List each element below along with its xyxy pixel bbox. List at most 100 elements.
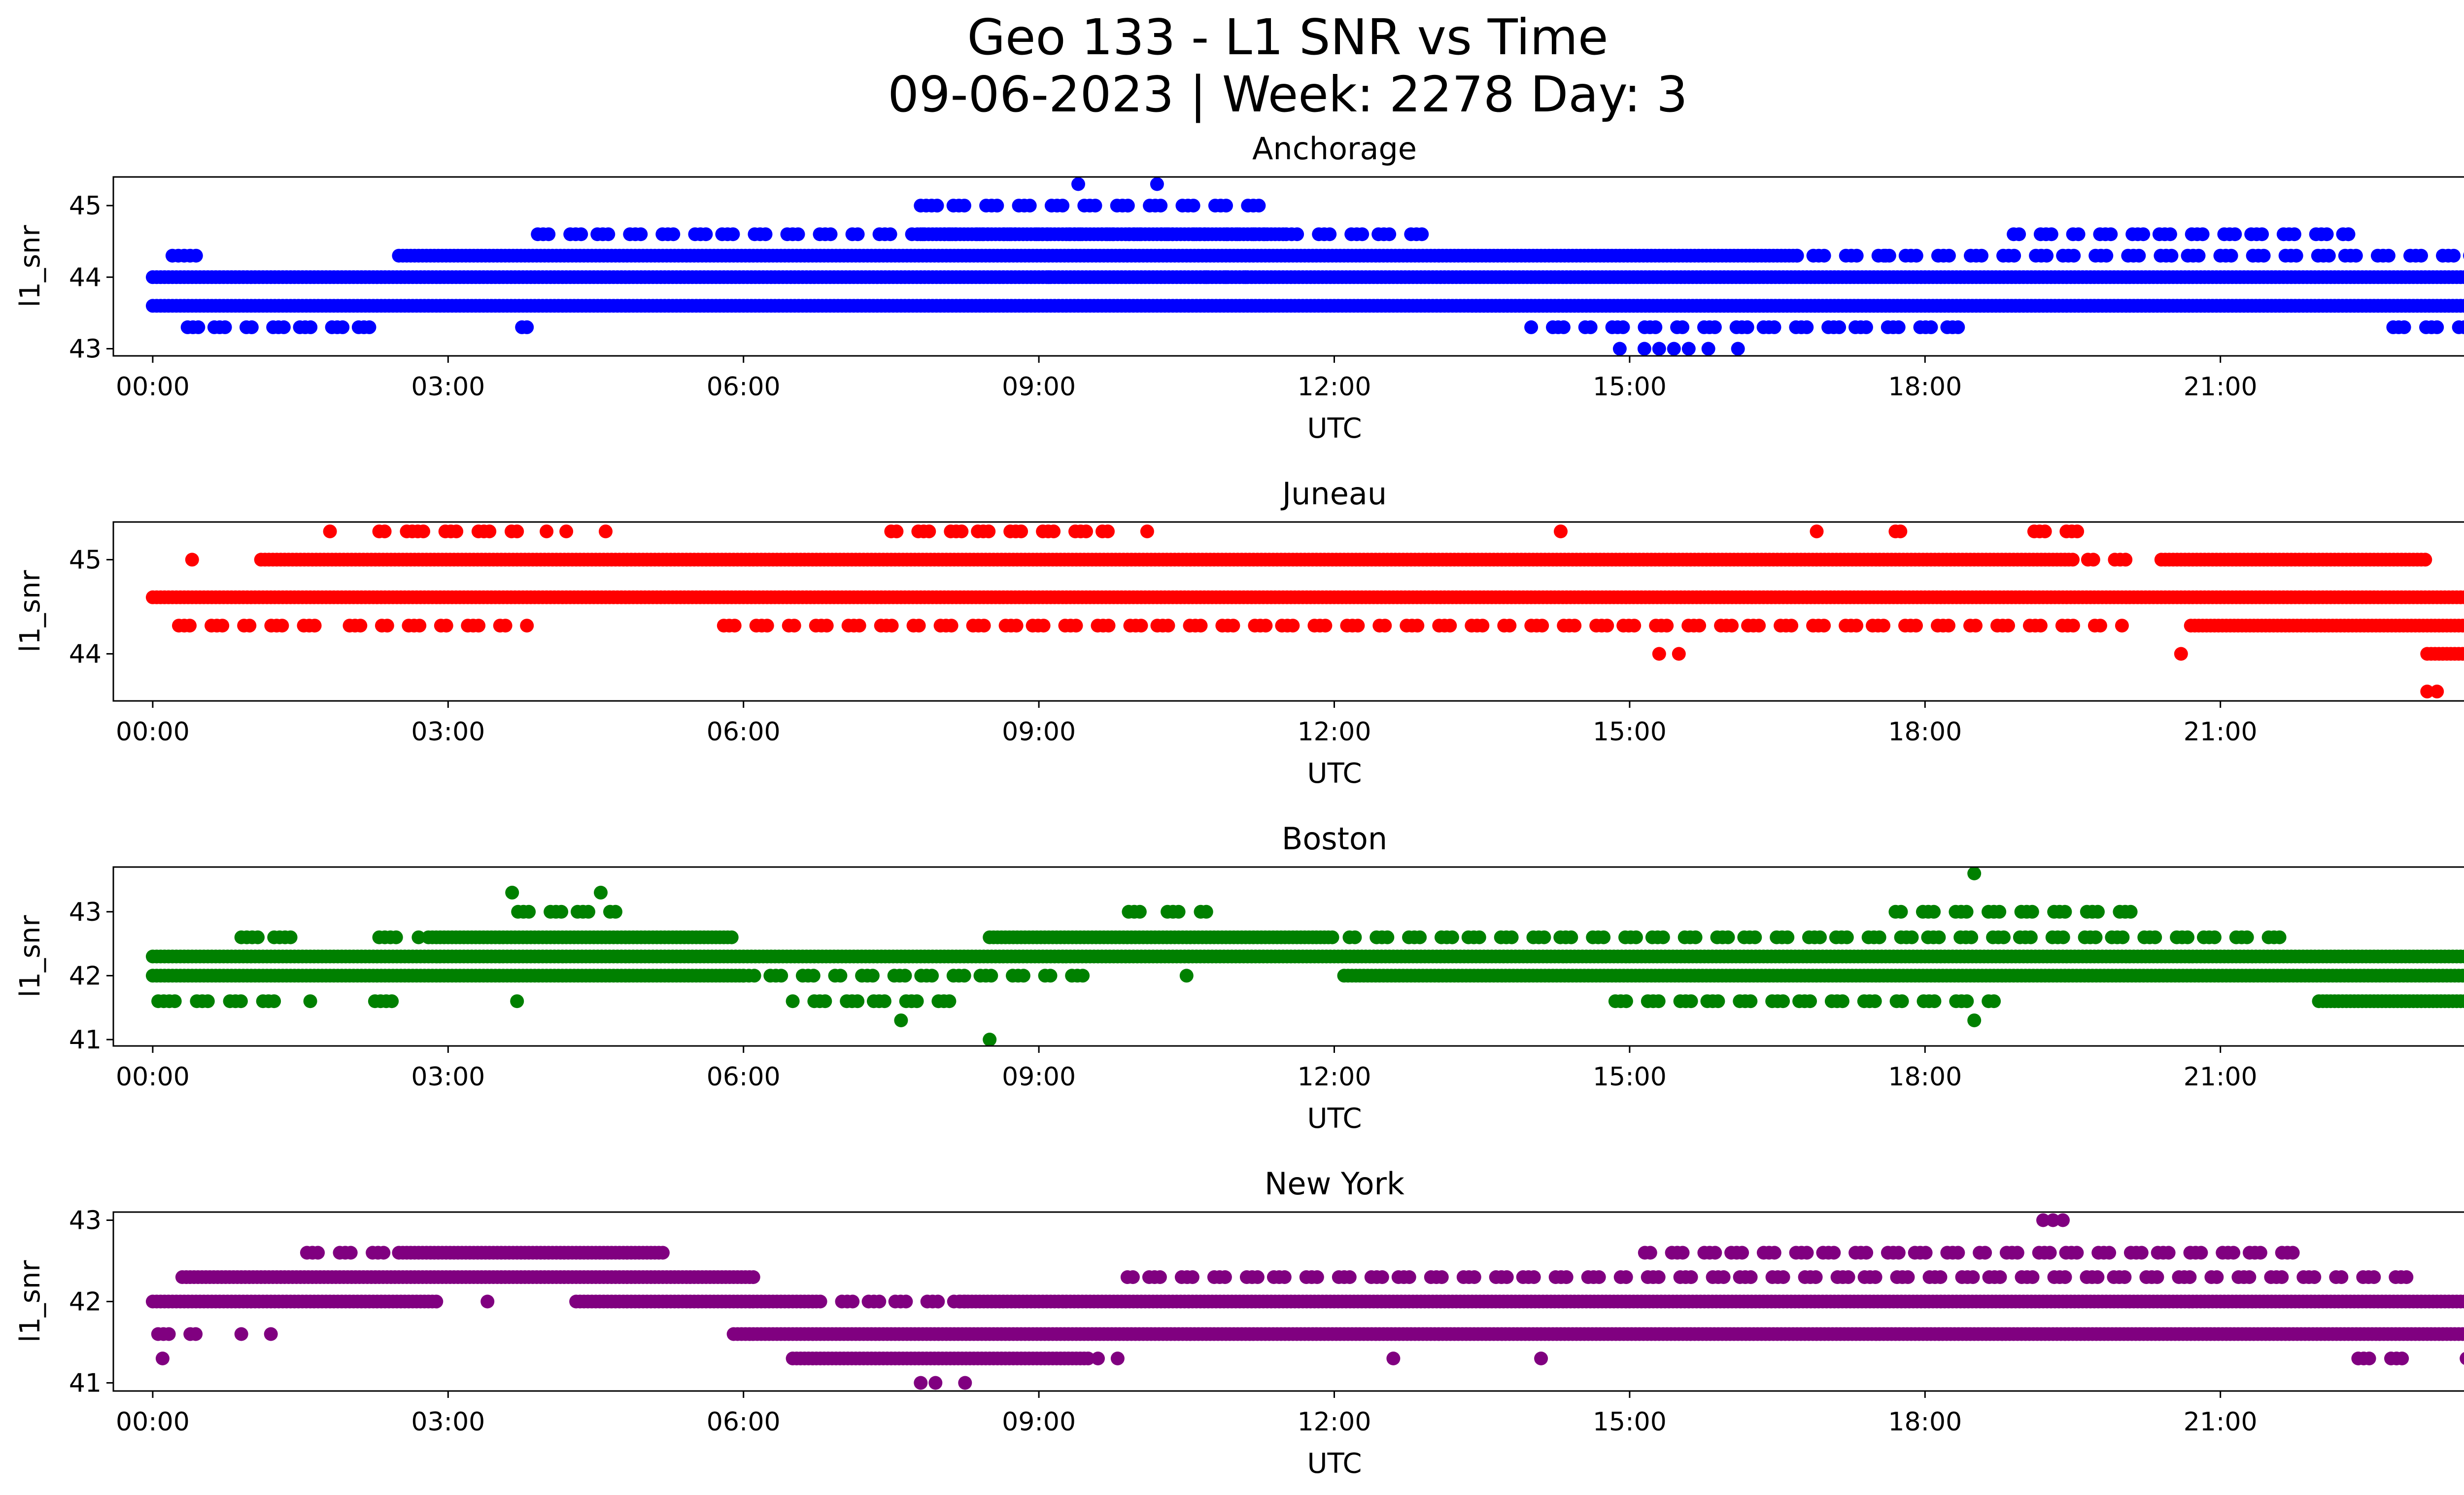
data-point bbox=[1023, 199, 1037, 213]
data-point bbox=[2228, 227, 2242, 242]
data-point bbox=[1355, 227, 1369, 242]
data-point bbox=[2462, 272, 2464, 282]
data-point bbox=[1161, 619, 1175, 633]
data-point bbox=[1056, 199, 1070, 213]
x-tick-label: 00:00 bbox=[116, 372, 190, 402]
data-point bbox=[1150, 177, 1164, 191]
data-point bbox=[2163, 227, 2177, 242]
x-tick-label: 00:00 bbox=[116, 717, 190, 747]
y-axis-label: l1_snr bbox=[14, 225, 46, 308]
data-point bbox=[2418, 553, 2432, 567]
data-point bbox=[885, 619, 899, 633]
data-point bbox=[2093, 619, 2107, 633]
data-point bbox=[1701, 342, 1715, 356]
data-point bbox=[276, 320, 291, 334]
data-point bbox=[1323, 227, 1337, 242]
data-point bbox=[1600, 619, 1614, 633]
data-point bbox=[1101, 619, 1116, 633]
y-tick-label: 43 bbox=[69, 334, 102, 364]
data-point bbox=[2381, 248, 2396, 263]
data-point bbox=[242, 619, 257, 633]
data-point bbox=[599, 524, 613, 539]
data-point bbox=[1154, 199, 1168, 213]
data-point bbox=[724, 930, 739, 944]
data-point bbox=[275, 619, 289, 633]
data-point bbox=[498, 619, 513, 633]
data-point bbox=[2458, 270, 2464, 284]
data-point bbox=[1942, 619, 1955, 633]
data-point bbox=[955, 524, 969, 539]
data-point bbox=[2164, 248, 2179, 263]
data-point bbox=[416, 524, 430, 539]
data-point bbox=[1893, 524, 1908, 539]
data-point bbox=[890, 524, 904, 539]
data-point bbox=[189, 248, 203, 263]
data-point bbox=[1535, 619, 1549, 633]
data-point bbox=[1681, 342, 1696, 356]
data-point bbox=[1252, 199, 1266, 213]
data-point bbox=[1740, 320, 1754, 334]
data-point bbox=[1652, 342, 1666, 356]
data-point bbox=[1859, 320, 1873, 334]
data-point bbox=[1378, 619, 1392, 633]
data-point bbox=[1186, 199, 1200, 213]
data-point bbox=[2071, 227, 2086, 242]
data-point bbox=[1134, 619, 1148, 633]
data-point bbox=[1351, 619, 1365, 633]
data-point bbox=[510, 524, 524, 539]
data-point bbox=[1924, 320, 1938, 334]
data-point bbox=[791, 227, 805, 242]
data-point bbox=[820, 619, 834, 633]
data-point bbox=[1231, 227, 1245, 242]
data-point bbox=[2044, 227, 2058, 242]
data-point bbox=[2195, 227, 2210, 242]
data-point bbox=[1105, 227, 1120, 242]
data-point bbox=[574, 227, 588, 242]
data-point bbox=[2115, 619, 2129, 633]
data-point bbox=[215, 619, 230, 633]
figure-title-line1: Geo 133 - L1 SNR vs Time bbox=[967, 8, 1608, 66]
data-point bbox=[439, 619, 453, 633]
data-point bbox=[2341, 227, 2356, 242]
data-point bbox=[2430, 320, 2444, 334]
data-point bbox=[1817, 619, 1831, 633]
data-point bbox=[377, 524, 392, 539]
data-point bbox=[2033, 619, 2048, 633]
data-point bbox=[183, 619, 197, 633]
data-point bbox=[1648, 320, 1663, 334]
data-point bbox=[787, 619, 801, 633]
data-point bbox=[2012, 227, 2026, 242]
x-tick-label: 09:00 bbox=[1002, 717, 1076, 747]
data-point bbox=[758, 227, 773, 242]
x-tick-label: 06:00 bbox=[707, 372, 781, 402]
data-point bbox=[1951, 320, 1965, 334]
data-point bbox=[1199, 270, 1213, 284]
data-point bbox=[2191, 248, 2206, 263]
data-point bbox=[1009, 619, 1024, 633]
data-point bbox=[2132, 248, 2146, 263]
data-point bbox=[1725, 619, 1739, 633]
data-point bbox=[1132, 227, 1147, 242]
data-point bbox=[982, 524, 996, 539]
data-point bbox=[1676, 320, 1690, 334]
data-point bbox=[666, 227, 681, 242]
data-point bbox=[1849, 619, 1864, 633]
data-point bbox=[559, 524, 574, 539]
data-point bbox=[1612, 342, 1627, 356]
data-point bbox=[1524, 320, 1539, 334]
data-point bbox=[2174, 647, 2188, 661]
data-point bbox=[449, 524, 464, 539]
data-point bbox=[1073, 227, 1087, 242]
data-points bbox=[145, 177, 2464, 356]
x-tick-label: 18:00 bbox=[1888, 372, 1962, 402]
data-point bbox=[1475, 619, 1490, 633]
x-tick-label: 06:00 bbox=[707, 717, 781, 747]
data-point bbox=[1290, 227, 1304, 242]
data-point bbox=[1752, 619, 1766, 633]
figure-title-line2: 09-06-2023 | Week: 2278 Day: 3 bbox=[888, 66, 1687, 123]
data-point bbox=[304, 320, 318, 334]
data-point bbox=[1627, 619, 1642, 633]
data-point bbox=[1258, 227, 1272, 242]
data-point bbox=[1259, 619, 1273, 633]
data-point bbox=[1568, 619, 1582, 633]
